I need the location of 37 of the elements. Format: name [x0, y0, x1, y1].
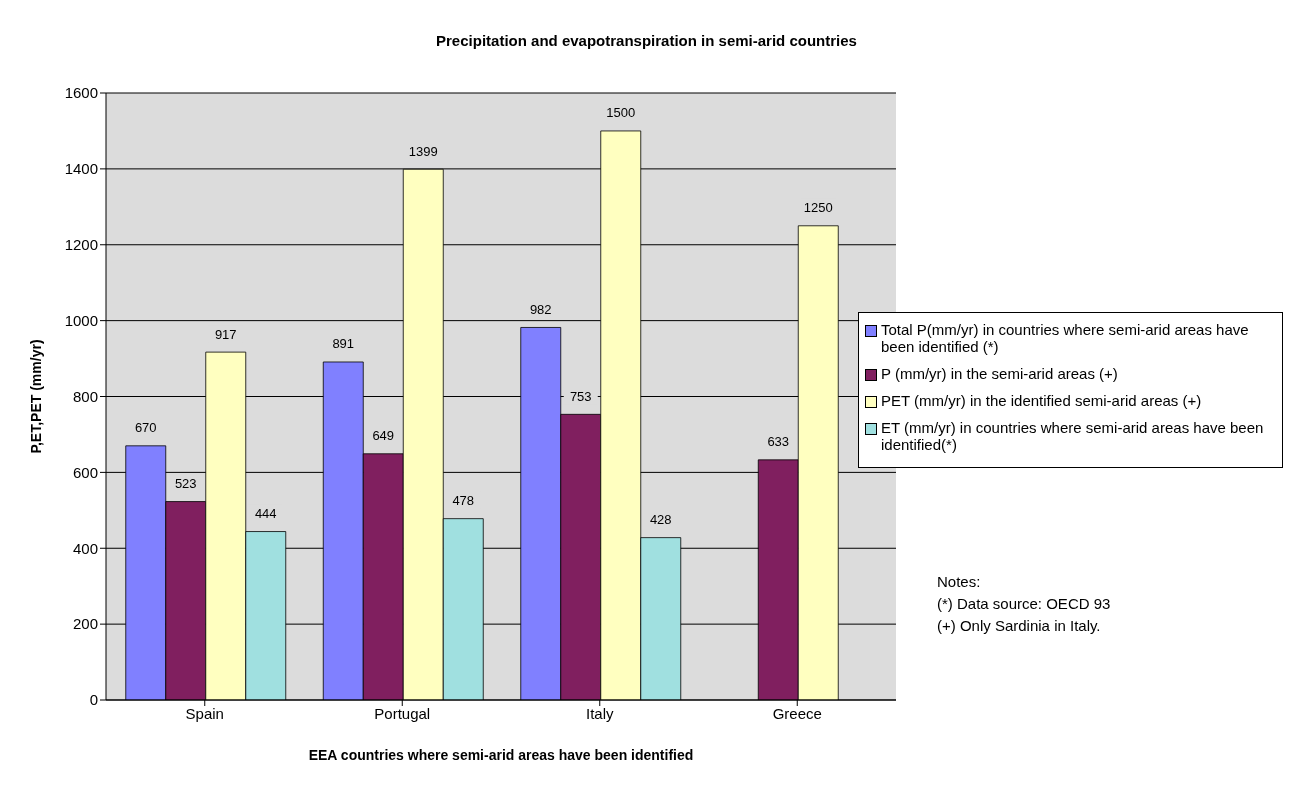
- x-axis-title: EEA countries where semi-arid areas have been identified: [308, 747, 694, 763]
- x-tick-label: Portugal: [374, 704, 431, 722]
- data-label: 1399: [408, 143, 438, 159]
- data-label: 1500: [606, 105, 636, 121]
- legend-label: P (mm/yr) in the semi-arid areas (+): [881, 365, 1118, 382]
- chart-title: Precipitation and evapotranspiration in semi-arid countries: [435, 32, 858, 49]
- y-tick-label: 0: [89, 691, 98, 709]
- data-label: 428: [649, 512, 672, 528]
- data-label: 917: [214, 326, 237, 342]
- x-tick-label: Greece: [772, 704, 822, 722]
- text: (*) Data source: OECD 93: [937, 594, 1111, 614]
- y-tick-label: 1200: [64, 236, 98, 254]
- text: (+) Only Sardinia in Italy.: [937, 616, 1102, 636]
- x-tick-label: Spain: [185, 704, 224, 722]
- data-label: 523: [174, 476, 197, 492]
- data-label: 444: [254, 506, 277, 522]
- y-tick-label: 1000: [64, 311, 98, 329]
- data-label: 649: [372, 428, 395, 444]
- y-tick-label: 800: [72, 387, 98, 405]
- y-axis-title: P,ET,PET (mm/yr): [27, 339, 44, 454]
- text: Notes:: [937, 572, 982, 592]
- y-tick-label: 200: [72, 615, 98, 633]
- legend-label: PET (mm/yr) in the identified semi-arid areas (+): [881, 392, 1202, 409]
- data-label: 633: [767, 434, 790, 450]
- data-label: 478: [452, 493, 475, 509]
- legend-label: ET (mm/yr) in countries where semi-arid areas have been identified(*): [881, 419, 1265, 453]
- y-tick-label: 1400: [64, 160, 98, 178]
- y-tick-label: 400: [72, 539, 98, 557]
- y-tick-label: 1600: [64, 84, 98, 102]
- legend-label: Total P(mm/yr) in countries where semi-arid areas have been identified (*): [881, 321, 1250, 355]
- data-label: 982: [529, 301, 552, 317]
- x-tick-label: Italy: [585, 704, 614, 722]
- y-tick-label: 600: [72, 463, 98, 481]
- data-label: 891: [332, 336, 355, 352]
- data-label: 670: [134, 420, 157, 436]
- data-label: 1250: [803, 200, 833, 216]
- data-label: 753: [569, 388, 592, 404]
